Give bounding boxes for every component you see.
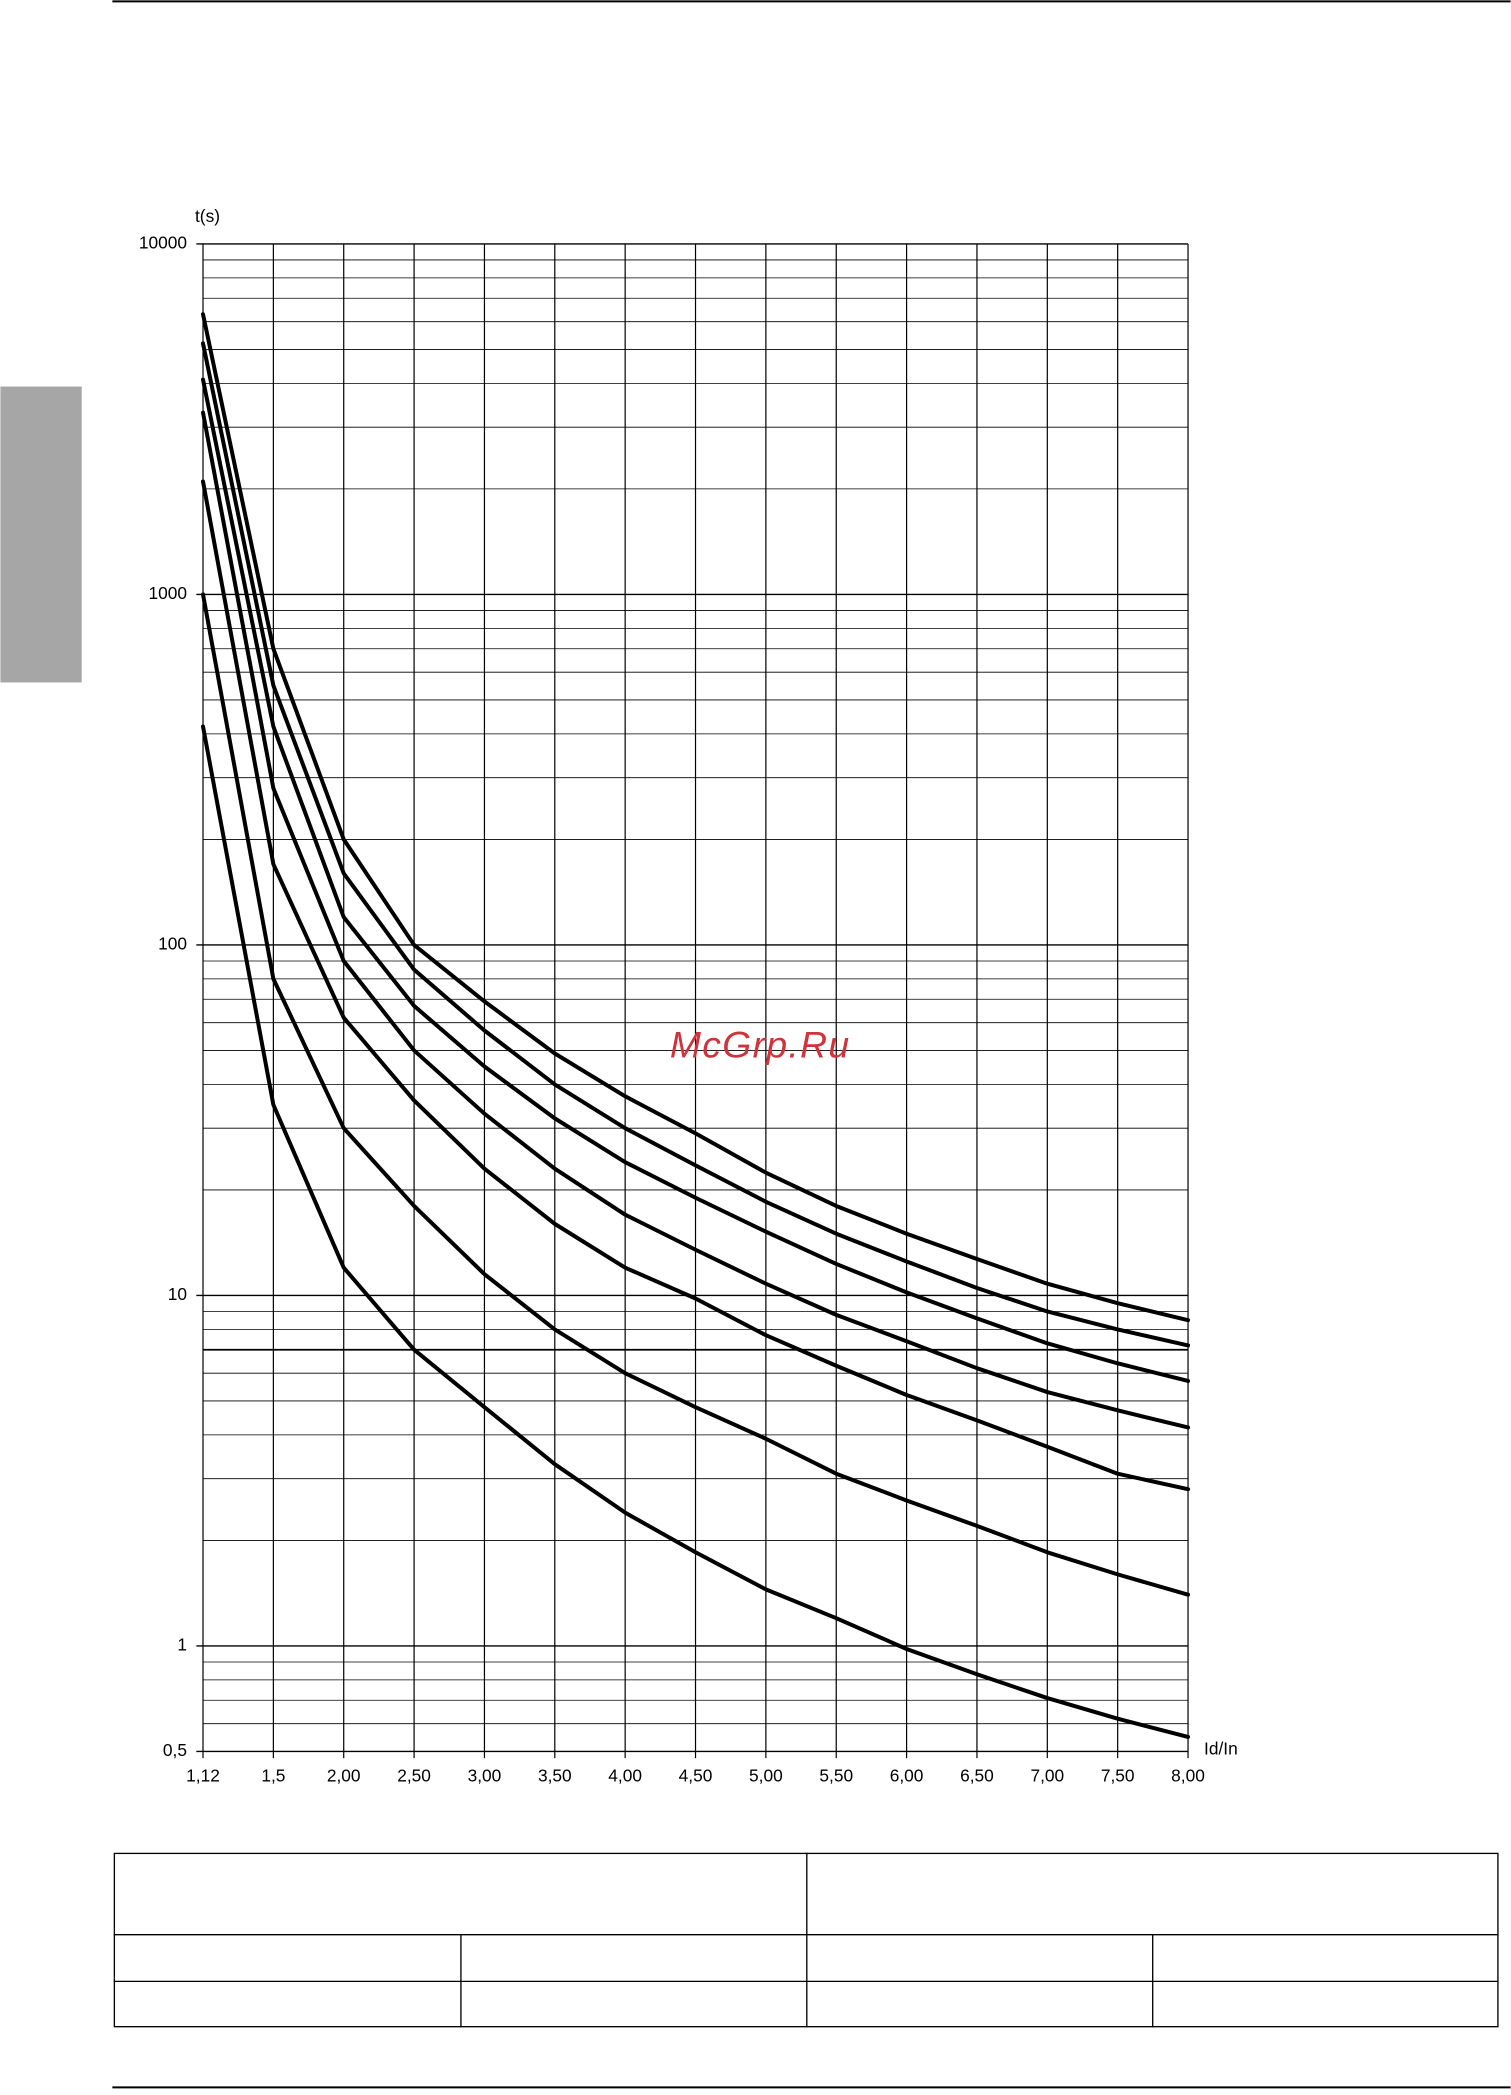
- curve: [201, 479, 1191, 1492]
- curve: [201, 377, 1191, 1383]
- x-tick-label: 2,50: [397, 1765, 431, 1785]
- y-tick-label: 1000: [148, 583, 187, 603]
- x-axis-label: Id/In: [1204, 1739, 1238, 1759]
- x-tick-label: 6,00: [890, 1765, 924, 1785]
- x-tick-label: 5,50: [819, 1765, 853, 1785]
- x-tick-label: 3,00: [468, 1765, 502, 1785]
- y-axis-label: t(s): [195, 206, 220, 226]
- y-tick-label: 0,5: [163, 1740, 187, 1760]
- curve: [201, 312, 1191, 1323]
- curve: [201, 592, 1191, 1597]
- x-tick-label: 6,50: [960, 1765, 994, 1785]
- x-tick-label: 4,50: [679, 1765, 713, 1785]
- x-tick-label: 7,50: [1101, 1765, 1135, 1785]
- curve: [201, 410, 1191, 1430]
- x-tick-label: 4,00: [608, 1765, 642, 1785]
- x-tick-label: 1,5: [261, 1765, 285, 1785]
- footer-table: [113, 1852, 1499, 2028]
- x-tick-label: 5,00: [749, 1765, 783, 1785]
- x-tick-label: 8,00: [1171, 1765, 1205, 1785]
- x-tick-label: 7,00: [1030, 1765, 1064, 1785]
- y-tick-label: 10: [168, 1284, 187, 1304]
- x-tick-label: 2,00: [327, 1765, 361, 1785]
- curve: [201, 341, 1191, 1348]
- curve: [201, 724, 1191, 1739]
- y-tick-label: 10000: [139, 233, 187, 253]
- y-tick-label: 100: [158, 934, 187, 954]
- watermark: McGrp.Ru: [670, 1024, 851, 1066]
- x-tick-label: 1,12: [186, 1765, 220, 1785]
- x-tick-label: 3,50: [538, 1765, 572, 1785]
- y-tick-label: 1: [177, 1635, 187, 1655]
- side-tab: [0, 386, 82, 683]
